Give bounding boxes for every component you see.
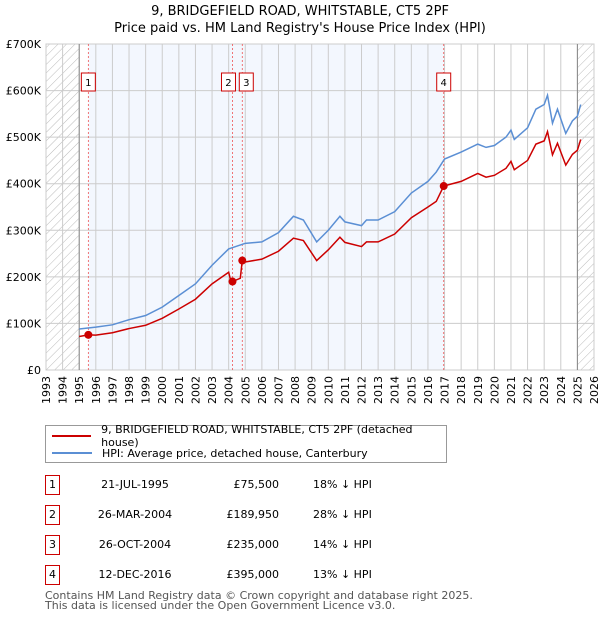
footer-copyright: Contains HM Land Registry data © Crown c… <box>45 589 473 602</box>
x-tick-label: 2009 <box>306 376 319 404</box>
sale-date: 12-DEC-2016 <box>98 568 172 581</box>
x-tick-label: 2020 <box>488 376 501 404</box>
x-tick-label: 1993 <box>40 376 53 404</box>
x-tick-label: 2010 <box>322 376 335 404</box>
sale-price: £395,000 <box>226 568 280 581</box>
footer-licence: This data is licensed under the Open Gov… <box>45 599 396 612</box>
sale-point <box>238 256 247 265</box>
y-tick-label: £600K <box>6 85 42 98</box>
x-tick-label: 2025 <box>571 376 584 404</box>
sale-label-number: 2 <box>225 78 231 89</box>
x-tick-label: 2013 <box>372 376 385 404</box>
x-tick-label: 2022 <box>522 376 535 404</box>
x-tick-label: 2023 <box>538 376 551 404</box>
sale-price: £235,000 <box>226 538 280 551</box>
hatch-region-right <box>577 44 594 370</box>
x-tick-label: 2014 <box>389 376 402 404</box>
sale-date: 21-JUL-1995 <box>101 478 169 491</box>
property-price-line <box>79 128 582 338</box>
sale-price: £75,500 <box>233 478 280 491</box>
sale-date: 26-OCT-2004 <box>98 538 172 551</box>
x-tick-label: 2016 <box>422 376 435 404</box>
sale-label-box <box>220 72 236 92</box>
sale-marker: 3 <box>45 535 60 555</box>
x-tick-label: 2000 <box>156 376 169 404</box>
sale-hpi-diff: 13% ↓ HPI <box>313 568 372 581</box>
x-tick-label: 2003 <box>206 376 219 404</box>
chart-subtitle: Price paid vs. HM Land Registry's House … <box>114 21 486 36</box>
sale-point <box>439 182 448 191</box>
x-tick-label: 2002 <box>189 376 202 404</box>
y-tick-label: £400K <box>6 178 42 191</box>
x-tick-label: 2015 <box>405 376 418 404</box>
sale-row: 3 26-OCT-2004 £235,000 14% ↓ HPI <box>45 535 445 555</box>
x-tick-label: 2021 <box>505 376 518 404</box>
y-tick-label: £700K <box>6 38 42 51</box>
sale-price: £189,950 <box>226 508 280 521</box>
x-tick-label: 2019 <box>472 376 485 404</box>
sale-hpi-diff: 14% ↓ HPI <box>313 538 372 551</box>
sale-point <box>84 330 93 339</box>
sale-hpi-diff: 18% ↓ HPI <box>313 478 372 491</box>
legend-label-property: 9, BRIDGEFIELD ROAD, WHITSTABLE, CT5 2PF… <box>101 423 413 449</box>
hpi-line <box>79 92 582 330</box>
x-tick-label: 2006 <box>256 376 269 404</box>
y-tick-label: £500K <box>6 131 42 144</box>
x-tick-label: 2011 <box>339 376 352 404</box>
x-tick-label: 2005 <box>239 376 252 404</box>
sale-label-number: 1 <box>85 78 91 89</box>
x-tick-label: 1995 <box>73 376 86 404</box>
sale-row: 1 21-JUL-1995 £75,500 18% ↓ HPI <box>45 475 445 495</box>
sale-row: 4 12-DEC-2016 £395,000 13% ↓ HPI <box>45 565 445 585</box>
x-tick-label: 2012 <box>356 376 369 404</box>
x-tick-label: 2017 <box>439 376 452 404</box>
x-tick-label: 1999 <box>140 376 153 404</box>
chart-title: 9, BRIDGEFIELD ROAD, WHITSTABLE, CT5 2PF <box>151 4 449 19</box>
legend-swatch-property <box>52 435 92 437</box>
sale-marker: 1 <box>45 475 60 495</box>
sale-marker: 4 <box>45 565 60 585</box>
sale-row: 2 26-MAR-2004 £189,950 28% ↓ HPI <box>45 505 445 525</box>
x-tick-label: 1998 <box>123 376 136 404</box>
sale-label-number: 4 <box>441 78 447 89</box>
x-tick-label: 2024 <box>555 376 568 404</box>
y-tick-label: £200K <box>6 271 42 284</box>
x-tick-label: 2026 <box>588 376 600 404</box>
legend-swatch-hpi <box>52 452 92 454</box>
price-chart: 1993 1994 1995 1996 1997 1998 1999 2000 2001 2002… <box>6 38 600 404</box>
sale-label-number: 3 <box>243 78 249 89</box>
sale-label-box <box>436 72 452 92</box>
x-tick-label: 2004 <box>223 376 236 404</box>
sale-point <box>228 277 237 286</box>
legend-label-hpi: HPI: Average price, detached house, Cant… <box>102 446 368 460</box>
x-tick-label: 1997 <box>106 376 119 404</box>
sale-label-box <box>80 72 96 92</box>
sale-date: 26-MAR-2004 <box>97 508 173 521</box>
sale-label-box <box>238 72 254 92</box>
x-tick-label: 2007 <box>272 376 285 404</box>
sale-hpi-diff: 28% ↓ HPI <box>313 508 372 521</box>
x-tick-label: 1994 <box>57 376 70 404</box>
x-tick-label: 2001 <box>173 376 186 404</box>
ownership-shading <box>88 44 444 370</box>
x-tick-label: 2018 <box>455 376 468 404</box>
sale-marker: 2 <box>45 505 60 525</box>
y-tick-label: £300K <box>6 224 42 237</box>
x-tick-label: 1996 <box>90 376 103 404</box>
y-tick-label: £100K <box>6 317 42 330</box>
legend: 9, BRIDGEFIELD ROAD, WHITSTABLE, CT5 2PF… <box>45 423 447 463</box>
y-tick-label: £0 <box>27 364 41 377</box>
x-tick-label: 2008 <box>289 376 302 404</box>
